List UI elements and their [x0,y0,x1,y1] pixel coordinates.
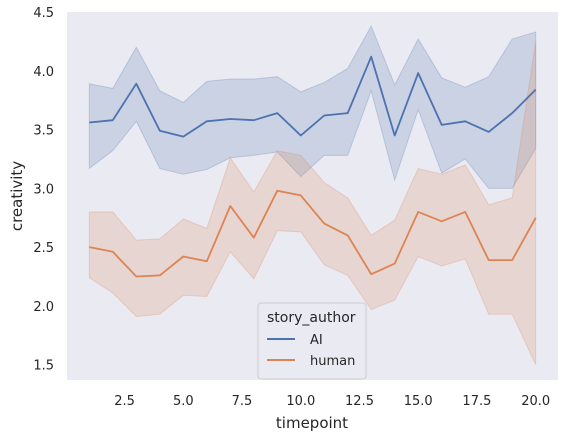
legend: story_author AI human [257,302,367,380]
y-tick-label: 4.5 [33,6,54,21]
legend-label-ai: AI [310,333,323,348]
y-tick-label: 3.0 [33,182,54,197]
y-tick-label: 1.5 [33,359,54,374]
series-line-human [89,189,537,278]
x-tick-label: 5.0 [173,394,194,409]
y-axis-label: creativity [8,161,26,231]
y-tick-label: 2.5 [33,241,54,256]
x-tick-label: 7.5 [232,394,253,409]
y-tick-label: 2.0 [33,300,54,315]
x-tick-label: 15.0 [404,394,433,409]
series-line-ai [89,55,537,138]
legend-label-human: human [310,354,355,369]
legend-title: story_author [267,310,356,326]
x-tick-label: 17.5 [462,394,491,409]
x-axis-ticks: 2.5 5.0 7.5 10.0 12.5 15.0 17.5 20.0 [114,394,550,409]
confidence-bands [88,24,537,365]
ci-band-human [88,41,537,365]
x-tick-label: 10.0 [286,394,315,409]
ci-band-ai [88,24,537,189]
y-axis-ticks: 1.5 2.0 2.5 3.0 3.5 4.0 4.5 [33,6,54,374]
x-tick-label: 12.5 [345,394,374,409]
x-tick-label: 20.0 [521,394,550,409]
x-tick-label: 2.5 [114,394,135,409]
series-lines [89,55,537,278]
y-tick-label: 4.0 [33,65,54,80]
x-axis-label: timepoint [276,414,348,432]
y-tick-label: 3.5 [33,124,54,139]
